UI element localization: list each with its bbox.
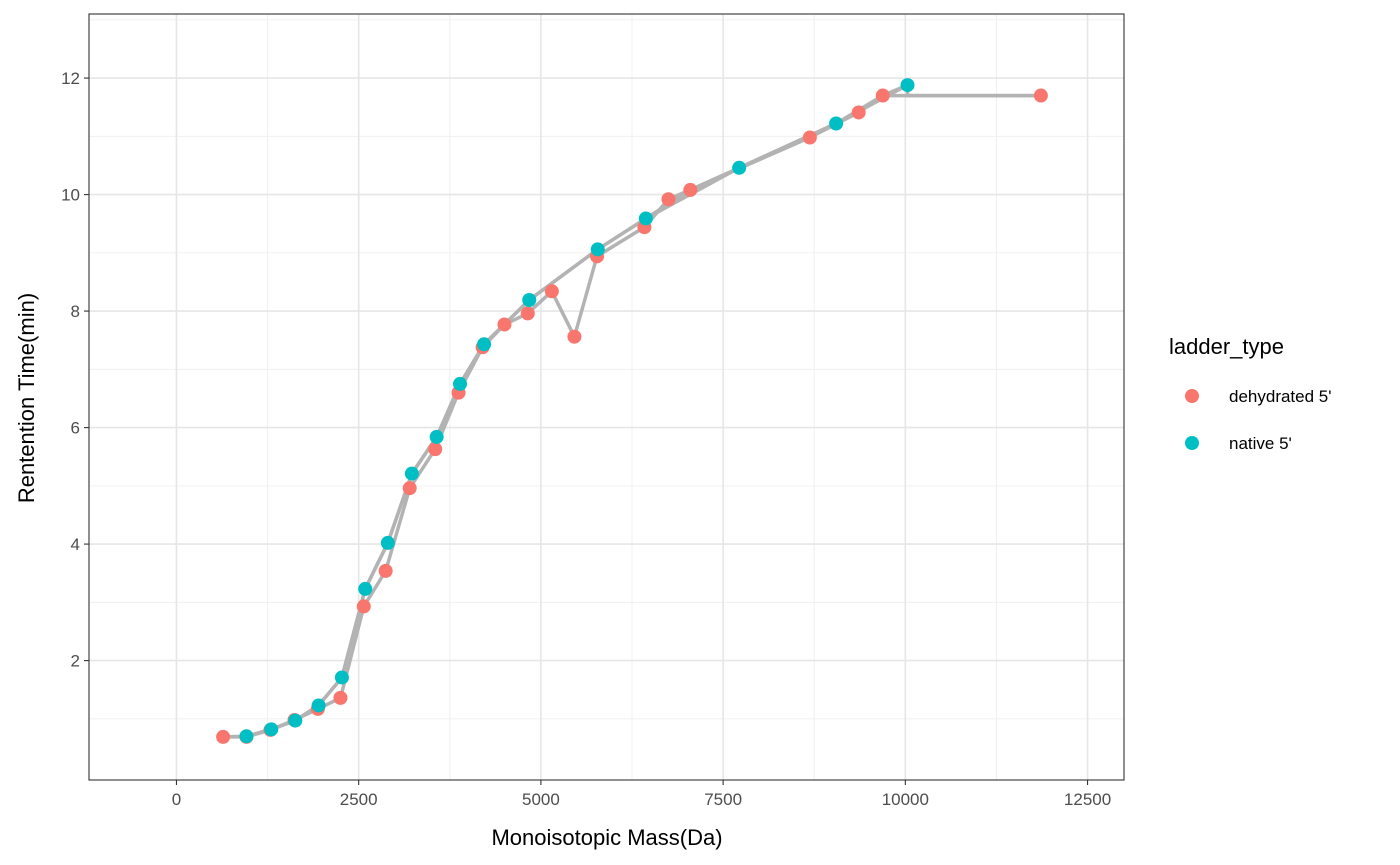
data-point-dehydrated bbox=[402, 481, 417, 496]
data-point-dehydrated bbox=[356, 599, 371, 614]
y-tick-label: 12 bbox=[61, 69, 80, 88]
data-point-dehydrated bbox=[544, 284, 559, 299]
data-point-native bbox=[829, 116, 844, 131]
data-point-native bbox=[288, 713, 303, 728]
data-point-native bbox=[404, 466, 419, 481]
data-point-dehydrated bbox=[428, 442, 443, 457]
y-tick-label: 4 bbox=[71, 535, 80, 554]
y-axis-ticks: 2 4 6 8 10 12 bbox=[61, 69, 89, 671]
data-point-native bbox=[311, 698, 326, 713]
data-point-native bbox=[590, 242, 605, 257]
x-tick-label: 12500 bbox=[1064, 790, 1111, 809]
data-point-dehydrated bbox=[683, 182, 698, 197]
data-point-dehydrated bbox=[661, 192, 676, 207]
y-tick-label: 6 bbox=[71, 419, 80, 438]
data-point-native bbox=[522, 293, 537, 308]
legend-title: ladder_type bbox=[1169, 334, 1284, 359]
minor-gridlines bbox=[89, 14, 1124, 780]
data-point-native bbox=[239, 729, 254, 744]
data-point-native bbox=[429, 429, 444, 444]
x-tick-label: 10000 bbox=[882, 790, 929, 809]
legend-key-dehydrated bbox=[1185, 389, 1199, 403]
data-point-dehydrated bbox=[1033, 88, 1048, 103]
x-tick-label: 0 bbox=[172, 790, 181, 809]
x-axis-ticks: 0 2500 5000 7500 10000 12500 bbox=[172, 780, 1111, 809]
data-point-native bbox=[900, 78, 915, 93]
legend-label-native: native 5' bbox=[1229, 434, 1292, 453]
data-point-dehydrated bbox=[333, 690, 348, 705]
data-point-native bbox=[477, 337, 492, 352]
legend-label-dehydrated: dehydrated 5' bbox=[1229, 387, 1332, 406]
data-points bbox=[216, 78, 1048, 744]
data-point-native bbox=[452, 376, 467, 391]
legend: ladder_type dehydrated 5' native 5' bbox=[1169, 334, 1332, 453]
y-tick-label: 8 bbox=[71, 302, 80, 321]
data-point-native bbox=[732, 160, 747, 175]
data-point-native bbox=[358, 581, 373, 596]
data-point-dehydrated bbox=[378, 563, 393, 578]
panel-border bbox=[88, 13, 1125, 781]
major-gridlines bbox=[89, 14, 1124, 780]
x-axis-title: Monoisotopic Mass(Da) bbox=[491, 825, 722, 850]
x-tick-label: 2500 bbox=[340, 790, 378, 809]
data-point-native bbox=[264, 722, 279, 737]
y-tick-label: 2 bbox=[71, 652, 80, 671]
data-point-native bbox=[638, 211, 653, 226]
data-point-dehydrated bbox=[802, 130, 817, 145]
legend-key-native bbox=[1185, 436, 1199, 450]
data-point-native bbox=[380, 535, 395, 550]
data-point-dehydrated bbox=[567, 329, 582, 344]
x-tick-label: 7500 bbox=[704, 790, 742, 809]
data-point-dehydrated bbox=[216, 729, 231, 744]
data-point-dehydrated bbox=[520, 306, 535, 321]
y-axis-title: Rentention Time(min) bbox=[14, 293, 39, 503]
data-point-dehydrated bbox=[875, 88, 890, 103]
data-point-native bbox=[334, 670, 349, 685]
data-point-dehydrated bbox=[851, 105, 866, 120]
data-point-dehydrated bbox=[497, 317, 512, 332]
x-tick-label: 5000 bbox=[522, 790, 560, 809]
y-tick-label: 10 bbox=[61, 186, 80, 205]
